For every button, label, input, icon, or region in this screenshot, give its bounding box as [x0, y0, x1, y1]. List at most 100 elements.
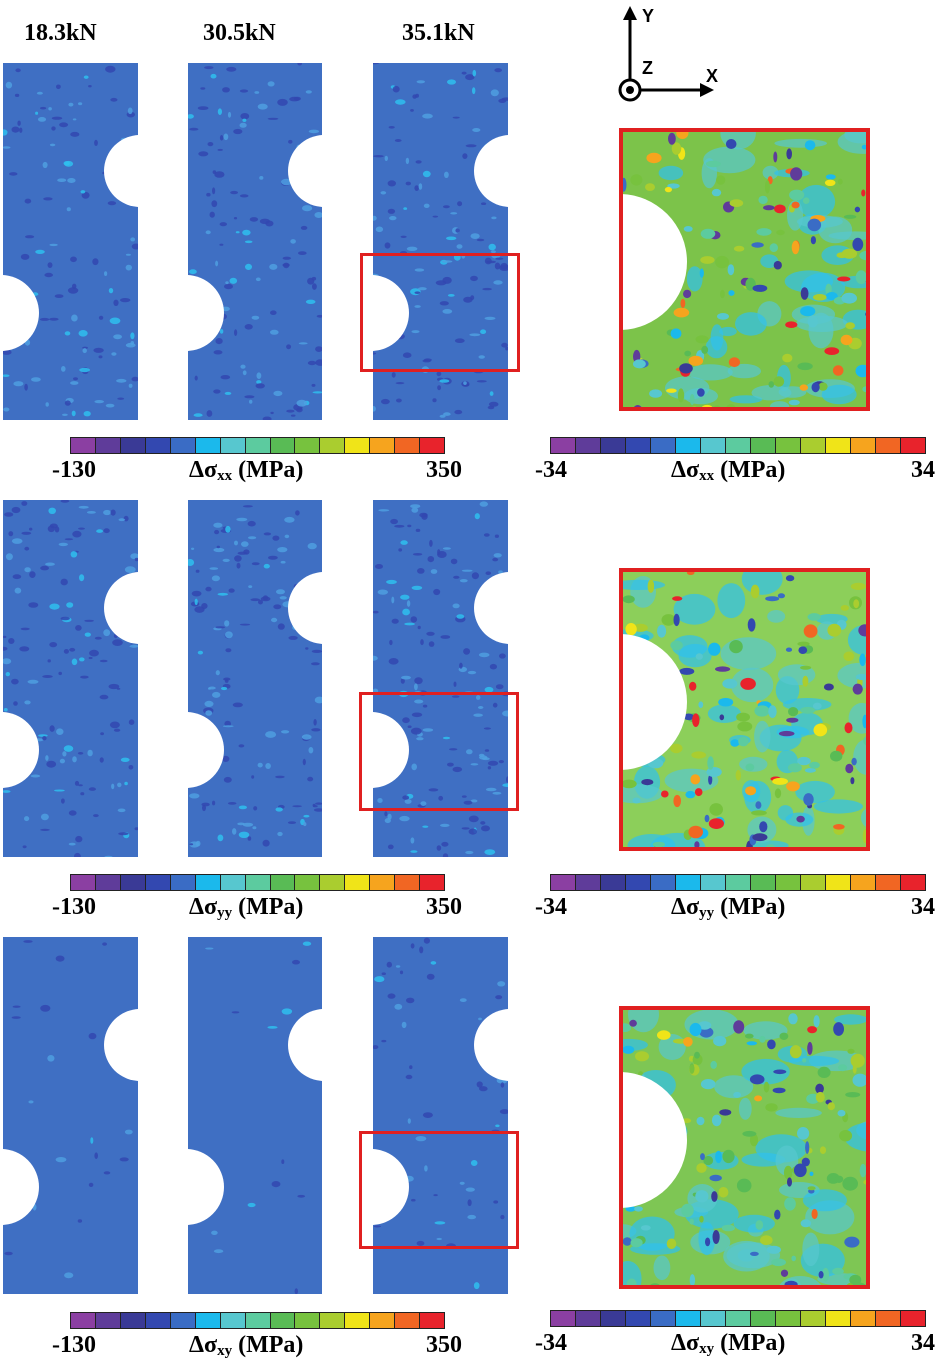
colorbar-symbol: Δσ — [189, 1332, 218, 1358]
colorbar-swatch — [726, 875, 751, 890]
colorbar-symbol: Δσ — [671, 457, 700, 483]
specimen-contour-xy-2 — [188, 937, 322, 1294]
colorbar-swatch — [295, 1313, 321, 1328]
colorbar-swatch — [876, 438, 901, 453]
colorbar-left-max-yy: 350 — [426, 894, 462, 920]
colorbar-subscript: xy — [699, 1341, 715, 1357]
colorbar-swatch — [220, 1313, 246, 1328]
colorbar-left-title-yy: Δσyy (MPa) — [189, 894, 303, 922]
colorbar-swatch — [801, 875, 826, 890]
specimen-contour-xx-1 — [3, 63, 138, 420]
colorbar-swatch — [245, 1313, 271, 1328]
colorbar-right-min-yy: -34 — [535, 894, 567, 920]
zoom-notch — [623, 634, 687, 770]
x-axis-label: X — [706, 66, 718, 86]
colorbar-left-min-xx: -130 — [52, 457, 96, 483]
colorbar-swatch — [676, 875, 701, 890]
colorbar-swatch — [71, 875, 96, 890]
colorbar-swatch — [195, 1313, 221, 1328]
colorbar-swatch — [801, 438, 826, 453]
y-arrowhead — [623, 6, 637, 20]
colorbar-left-yy — [70, 874, 445, 891]
y-axis-label: Y — [642, 6, 654, 26]
colorbar-unit: (MPa) — [720, 457, 786, 483]
colorbar-right-max-xy: 34 — [911, 1330, 935, 1356]
colorbar-swatch — [651, 438, 676, 453]
lower-notch — [373, 275, 409, 351]
coordinate-axes: Y Z X — [618, 6, 718, 102]
colorbar-swatch — [170, 875, 196, 890]
colorbar-swatch — [626, 1311, 651, 1326]
colorbar-swatch — [676, 438, 701, 453]
colorbar-swatch — [145, 1313, 171, 1328]
colorbar-swatch — [95, 875, 121, 890]
lower-notch — [188, 275, 224, 351]
colorbar-swatch — [245, 438, 271, 453]
upper-notch — [474, 1009, 508, 1081]
colorbar-symbol: Δσ — [671, 894, 700, 920]
colorbar-swatch — [576, 438, 601, 453]
upper-notch — [104, 1009, 138, 1081]
zoom-notch — [623, 194, 687, 330]
colorbar-swatch — [851, 1311, 876, 1326]
colorbar-swatch — [120, 1313, 146, 1328]
colorbar-left-min-yy: -130 — [52, 894, 96, 920]
colorbar-swatch — [145, 875, 171, 890]
colorbar-subscript: xx — [217, 468, 233, 484]
specimen-contour-yy-1 — [3, 500, 138, 857]
colorbar-left-xx — [70, 437, 445, 454]
colorbar-swatch — [676, 1311, 701, 1326]
colorbar-swatch — [551, 1311, 576, 1326]
colorbar-swatch — [145, 438, 171, 453]
colorbar-swatch — [120, 438, 146, 453]
colorbar-swatch — [320, 875, 346, 890]
colorbar-unit: (MPa) — [720, 894, 786, 920]
colorbar-right-xx — [550, 437, 926, 454]
colorbar-right-min-xx: -34 — [535, 457, 567, 483]
colorbar-swatch — [626, 875, 651, 890]
colorbar-swatch — [170, 438, 196, 453]
colorbar-right-title-xx: Δσxx (MPa) — [671, 457, 785, 485]
zoom-notch — [623, 1072, 687, 1208]
zoom-region-box-yy — [359, 692, 519, 811]
colorbar-swatch — [220, 875, 246, 890]
colorbar-subscript: yy — [699, 905, 715, 921]
colorbar-swatch — [170, 1313, 196, 1328]
lower-notch — [3, 275, 39, 351]
zoom-contour-xx — [619, 128, 870, 411]
lower-notch — [3, 1149, 39, 1225]
colorbar-swatch — [551, 438, 576, 453]
upper-notch — [474, 135, 508, 207]
upper-notch — [288, 135, 322, 207]
colorbar-subscript: xx — [699, 468, 715, 484]
colorbar-swatch — [270, 438, 296, 453]
z-axis-dot — [626, 86, 634, 94]
colorbar-swatch — [851, 438, 876, 453]
colorbar-symbol: Δσ — [671, 1330, 700, 1356]
colorbar-swatch — [245, 875, 271, 890]
specimen-contour-yy-2 — [188, 500, 322, 857]
specimen-contour-xy-3 — [373, 937, 508, 1294]
colorbar-swatch — [345, 1313, 371, 1328]
colorbar-swatch — [626, 438, 651, 453]
colorbar-swatch — [701, 875, 726, 890]
colorbar-swatch — [601, 875, 626, 890]
colorbar-left-title-xy: Δσxy (MPa) — [189, 1332, 303, 1360]
colorbar-swatch — [420, 875, 445, 890]
colorbar-left-title-xx: Δσxx (MPa) — [189, 457, 303, 485]
colorbar-swatch — [120, 875, 146, 890]
colorbar-unit: (MPa) — [720, 1330, 786, 1356]
lower-notch — [188, 712, 224, 788]
colorbar-swatch — [395, 438, 421, 453]
colorbar-swatch — [370, 438, 396, 453]
colorbar-right-max-yy: 34 — [911, 894, 935, 920]
colorbar-swatch — [776, 438, 801, 453]
colorbar-swatch — [345, 875, 371, 890]
colorbar-swatch — [95, 1313, 121, 1328]
colorbar-swatch — [826, 875, 851, 890]
colorbar-right-title-yy: Δσyy (MPa) — [671, 894, 785, 922]
colorbar-swatch — [195, 438, 221, 453]
colorbar-swatch — [751, 438, 776, 453]
colorbar-right-yy — [550, 874, 926, 891]
colorbar-swatch — [345, 438, 371, 453]
